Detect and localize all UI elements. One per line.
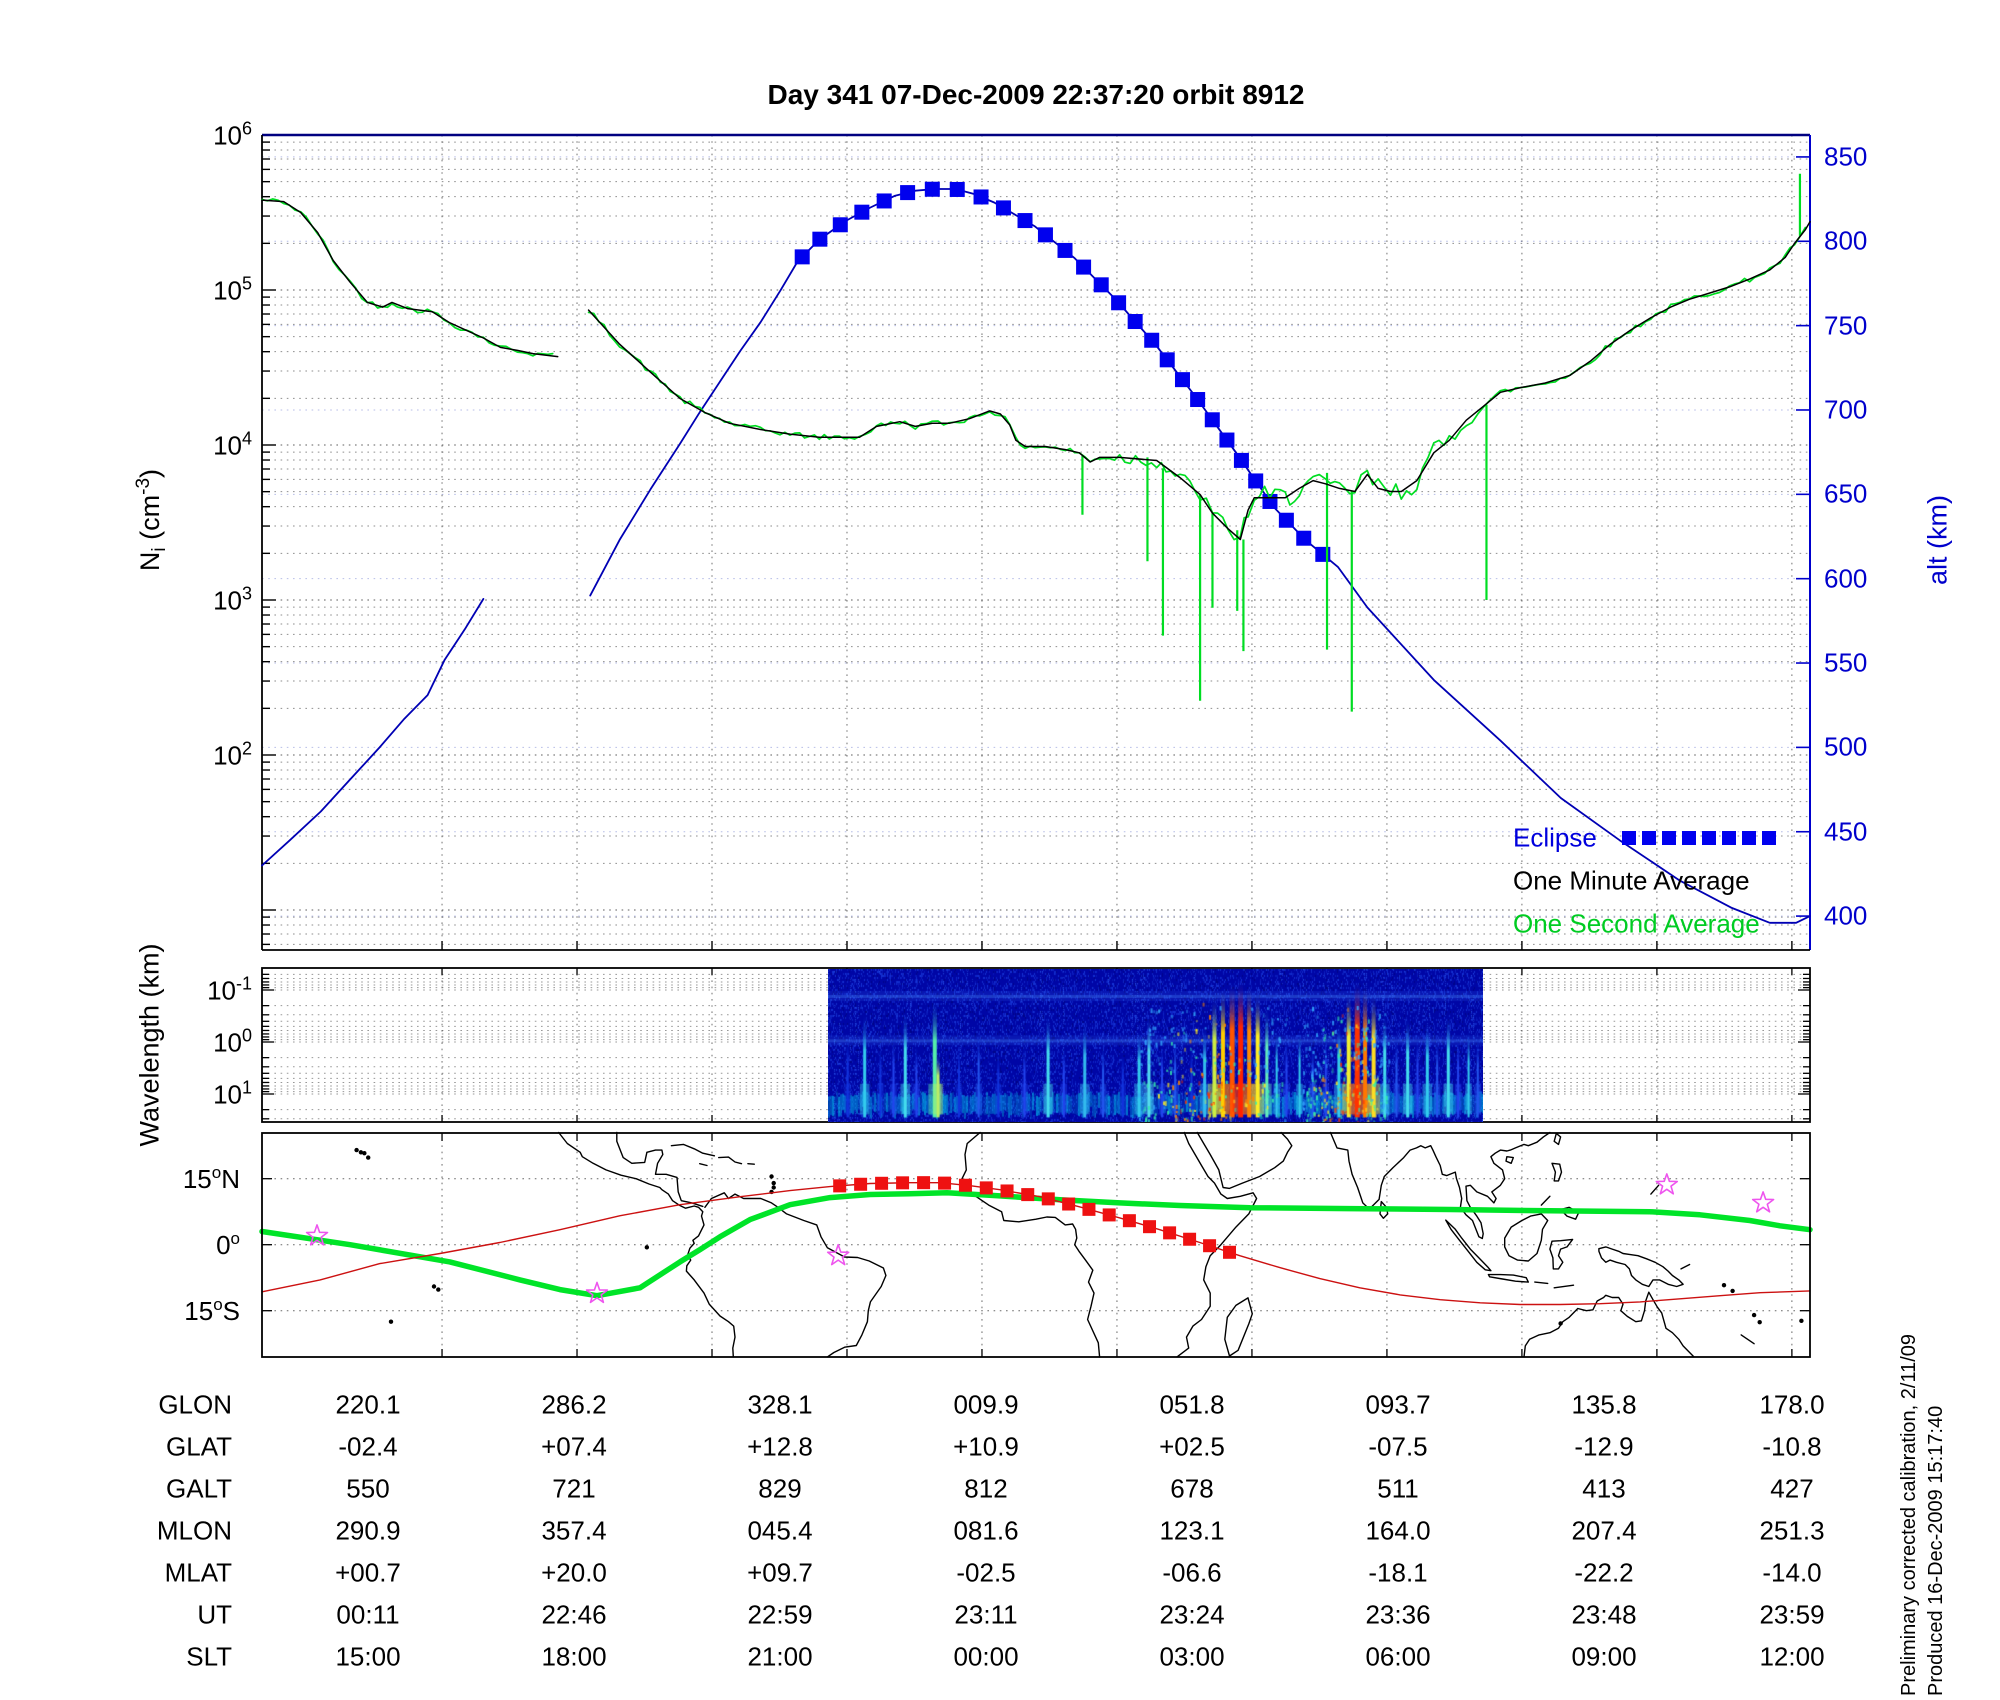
table-cell-galt-6: 413	[1582, 1473, 1626, 1504]
table-cell-glon-0: 220.1	[335, 1389, 401, 1420]
wavelength-axis-label: Wavelength (km)	[134, 943, 165, 1147]
alt-ytick-750: 750	[1824, 310, 1868, 341]
calibration-note: Preliminary corrected calibration, 2/11/…	[1898, 1333, 1920, 1696]
table-cell-galt-5: 511	[1377, 1473, 1419, 1504]
table-cell-glon-7: 178.0	[1759, 1389, 1825, 1420]
ni-ytick-10e3: 103	[213, 583, 252, 616]
alt-ytick-400: 400	[1824, 900, 1868, 931]
table-cell-ut-4: 23:24	[1159, 1599, 1225, 1630]
alt-ytick-850: 850	[1824, 141, 1868, 172]
table-cell-glat-6: -12.9	[1574, 1431, 1634, 1462]
table-cell-slt-5: 06:00	[1365, 1641, 1431, 1672]
table-cell-mlon-0: 290.9	[335, 1515, 401, 1546]
table-cell-slt-1: 18:00	[541, 1641, 607, 1672]
map-lat-label-0: 0o	[216, 1229, 240, 1260]
table-cell-mlat-5: -18.1	[1368, 1557, 1428, 1588]
wavelength-ytick--1: 10-1	[207, 973, 252, 1006]
table-cell-glat-3: +10.9	[953, 1431, 1019, 1462]
table-row-label-slt: SLT	[186, 1641, 232, 1672]
legend-one-second-average: One Second Average	[1513, 908, 1760, 939]
table-cell-mlon-3: 081.6	[953, 1515, 1019, 1546]
map-lat-label-15n: 15oN	[182, 1163, 240, 1194]
alt-ytick-600: 600	[1824, 563, 1868, 594]
table-cell-galt-1: 721	[552, 1473, 596, 1504]
wavelength-ytick-1: 101	[213, 1077, 252, 1110]
table-cell-mlon-7: 251.3	[1759, 1515, 1825, 1546]
table-row-label-mlat: MLAT	[164, 1557, 232, 1588]
table-cell-mlat-3: -02.5	[956, 1557, 1016, 1588]
table-cell-ut-2: 22:59	[747, 1599, 813, 1630]
table-cell-ut-1: 22:46	[541, 1599, 607, 1630]
table-row-label-glat: GLAT	[166, 1431, 232, 1462]
table-cell-ut-5: 23:36	[1365, 1599, 1431, 1630]
wavelength-spectrogram-heatmap	[828, 969, 1483, 1122]
ni-ytick-10e5: 105	[213, 273, 252, 306]
table-cell-ut-7: 23:59	[1759, 1599, 1825, 1630]
alt-ytick-550: 550	[1824, 647, 1868, 678]
table-cell-galt-0: 550	[346, 1473, 390, 1504]
table-cell-ut-6: 23:48	[1571, 1599, 1637, 1630]
table-cell-glon-2: 328.1	[747, 1389, 813, 1420]
alt-ytick-800: 800	[1824, 225, 1868, 256]
table-cell-mlat-1: +20.0	[541, 1557, 607, 1588]
page-title: Day 341 07-Dec-2009 22:37:20 orbit 8912	[767, 79, 1305, 110]
table-cell-galt-3: 812	[964, 1473, 1008, 1504]
table-cell-glon-1: 286.2	[541, 1389, 607, 1420]
legend-eclipse: Eclipse	[1513, 822, 1597, 853]
ni-ytick-10e6: 106	[213, 118, 252, 151]
table-row-label-ut: UT	[197, 1599, 232, 1630]
table-cell-mlon-6: 207.4	[1571, 1515, 1637, 1546]
table-cell-slt-3: 00:00	[953, 1641, 1019, 1672]
alt-ytick-650: 650	[1824, 478, 1868, 509]
map-lat-label-15s: 15oS	[184, 1295, 240, 1326]
alt-ytick-500: 500	[1824, 731, 1868, 762]
table-cell-slt-4: 03:00	[1159, 1641, 1225, 1672]
table-cell-glon-6: 135.8	[1571, 1389, 1637, 1420]
table-cell-galt-4: 678	[1170, 1473, 1214, 1504]
table-cell-glat-0: -02.4	[338, 1431, 398, 1462]
table-cell-galt-7: 427	[1770, 1473, 1814, 1504]
table-row-label-mlon: MLON	[156, 1515, 232, 1546]
table-cell-slt-2: 21:00	[747, 1641, 813, 1672]
table-cell-glat-7: -10.8	[1762, 1431, 1822, 1462]
alt-ytick-700: 700	[1824, 394, 1868, 425]
table-cell-glon-4: 051.8	[1159, 1389, 1225, 1420]
legend-one-minute-average: One Minute Average	[1513, 865, 1750, 896]
alt-axis-label: alt (km)	[1922, 495, 1953, 585]
side-notes: Preliminary corrected calibration, 2/11/…	[1896, 1256, 1950, 1696]
table-cell-mlat-0: +00.7	[335, 1557, 401, 1588]
table-cell-mlat-6: -22.2	[1574, 1557, 1634, 1588]
table-cell-slt-6: 09:00	[1571, 1641, 1637, 1672]
table-cell-slt-7: 12:00	[1759, 1641, 1825, 1672]
alt-ytick-450: 450	[1824, 816, 1868, 847]
table-cell-mlon-5: 164.0	[1365, 1515, 1431, 1546]
wavelength-ytick-0: 100	[213, 1025, 252, 1058]
table-cell-glat-4: +02.5	[1159, 1431, 1225, 1462]
table-cell-ut-0: 00:11	[336, 1599, 400, 1630]
table-cell-ut-3: 23:11	[954, 1599, 1018, 1630]
table-row-label-galt: GALT	[166, 1473, 232, 1504]
table-cell-mlat-4: -06.6	[1162, 1557, 1222, 1588]
table-cell-mlon-1: 357.4	[541, 1515, 607, 1546]
table-cell-mlon-4: 123.1	[1159, 1515, 1225, 1546]
table-row-label-glon: GLON	[158, 1389, 232, 1420]
table-cell-glat-5: -07.5	[1368, 1431, 1428, 1462]
table-cell-slt-0: 15:00	[335, 1641, 401, 1672]
table-cell-mlon-2: 045.4	[747, 1515, 813, 1546]
produced-note: Produced 16-Dec-2009 15:17:40	[1925, 1405, 1947, 1696]
table-cell-glat-1: +07.4	[541, 1431, 607, 1462]
table-cell-mlat-7: -14.0	[1762, 1557, 1822, 1588]
table-cell-galt-2: 829	[758, 1473, 802, 1504]
table-cell-mlat-2: +09.7	[747, 1557, 813, 1588]
table-cell-glat-2: +12.8	[747, 1431, 813, 1462]
table-cell-glon-5: 093.7	[1365, 1389, 1431, 1420]
ni-ytick-10e2: 102	[213, 738, 252, 771]
ni-axis-label: Ni (cm-3)	[132, 468, 171, 572]
table-cell-glon-3: 009.9	[953, 1389, 1019, 1420]
ni-ytick-10e4: 104	[213, 428, 252, 461]
